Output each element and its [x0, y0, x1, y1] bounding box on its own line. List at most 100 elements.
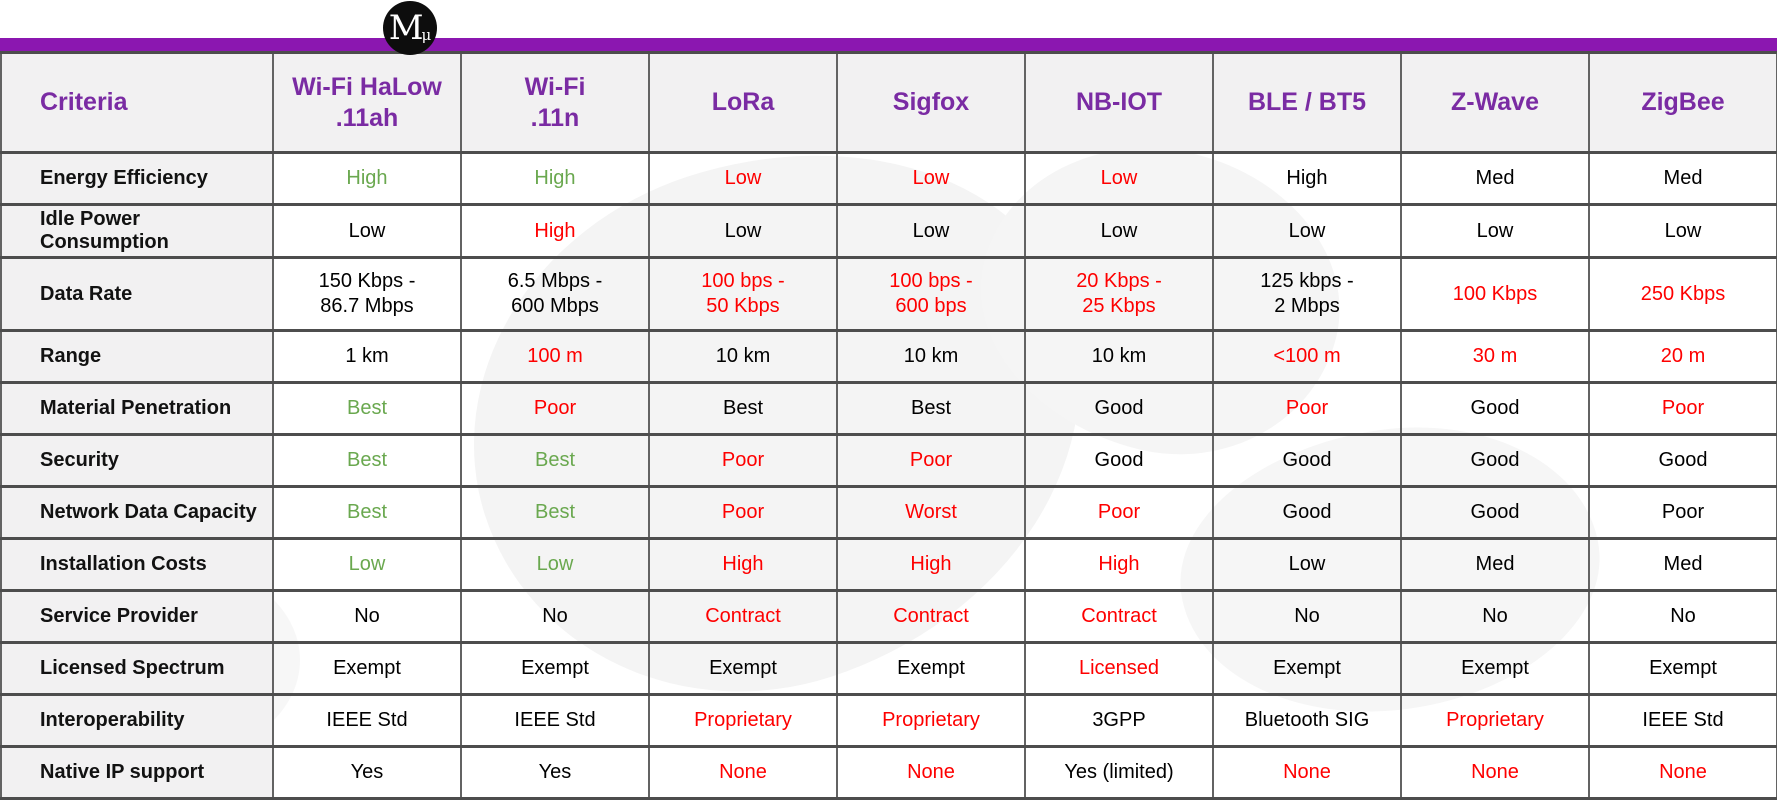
cell: Exempt: [1400, 641, 1590, 696]
cell: High: [648, 537, 838, 592]
cell: Good: [1212, 433, 1402, 488]
cell: Good: [1400, 433, 1590, 488]
cell: 20 m: [1588, 329, 1777, 384]
cell: Contract: [648, 589, 838, 644]
cell: Poor: [460, 381, 650, 436]
cell: High: [460, 151, 650, 206]
header-row: Criteria Wi-Fi HaLow .11ah Wi-Fi .11n LoRa…: [0, 51, 1777, 154]
cell: 20 Kbps - 25 Kbps: [1024, 256, 1214, 332]
cell: Low: [1212, 537, 1402, 592]
cell: Good: [1588, 433, 1777, 488]
cell: Low: [272, 203, 462, 259]
table-row-energy-efficiency: Energy Efficiency High High Low Low Low High Me…: [0, 151, 1777, 206]
cell: IEEE Std: [1588, 693, 1777, 748]
cell: None: [836, 745, 1026, 800]
cell: High: [836, 537, 1026, 592]
cell: No: [1212, 589, 1402, 644]
cell: 30 m: [1400, 329, 1590, 384]
cell: Low: [1400, 203, 1590, 259]
cell: Yes (limited): [1024, 745, 1214, 800]
cell: IEEE Std: [460, 693, 650, 748]
cell: Exempt: [272, 641, 462, 696]
mu-logo-subscript: μ: [421, 25, 432, 44]
cell: Best: [272, 381, 462, 436]
cell: Low: [648, 203, 838, 259]
table-row-service-provider: Service Provider No No Contract Contract Cont…: [0, 589, 1777, 644]
cell: Exempt: [648, 641, 838, 696]
cell: Exempt: [1212, 641, 1402, 696]
table-row-native-ip-support: Native IP support Yes Yes None None Yes (limi…: [0, 745, 1777, 800]
cell: Poor: [836, 433, 1026, 488]
cell: Yes: [460, 745, 650, 800]
column-header-z-wave: Z-Wave: [1400, 51, 1590, 154]
criteria-header: Criteria: [0, 51, 274, 154]
cell: Poor: [648, 485, 838, 540]
cell: Best: [836, 381, 1026, 436]
cell: Good: [1024, 433, 1214, 488]
cell: 125 kbps - 2 Mbps: [1212, 256, 1402, 332]
column-header-lora: LoRa: [648, 51, 838, 154]
cell: Poor: [1024, 485, 1214, 540]
table-row-network-data-capacity: Network Data Capacity Best Best Poor Worst Po…: [0, 485, 1777, 540]
table-row-licensed-spectrum: Licensed Spectrum Exempt Exempt Exempt Exemp…: [0, 641, 1777, 696]
cell: 100 bps - 50 Kbps: [648, 256, 838, 332]
row-label: Idle Power Consumption: [0, 203, 274, 259]
cell: Contract: [1024, 589, 1214, 644]
cell: No: [272, 589, 462, 644]
row-label: Service Provider: [0, 589, 274, 644]
cell: High: [1212, 151, 1402, 206]
cell: 3GPP: [1024, 693, 1214, 748]
cell: No: [460, 589, 650, 644]
table-row-material-penetration: Material Penetration Best Poor Best Best Good…: [0, 381, 1777, 436]
cell: Best: [460, 485, 650, 540]
cell: Proprietary: [648, 693, 838, 748]
cell: None: [1588, 745, 1777, 800]
cell: Best: [272, 433, 462, 488]
cell: Good: [1400, 381, 1590, 436]
column-header-nb-iot: NB-IOT: [1024, 51, 1214, 154]
cell: 10 km: [648, 329, 838, 384]
column-header-sigfox: Sigfox: [836, 51, 1026, 154]
cell: Low: [648, 151, 838, 206]
cell: None: [648, 745, 838, 800]
cell: <100 m: [1212, 329, 1402, 384]
cell: None: [1400, 745, 1590, 800]
cell: Med: [1400, 537, 1590, 592]
column-header-wi-fi-11n: Wi-Fi .11n: [460, 51, 650, 154]
table-row-installation-costs: Installation Costs Low Low High High High Low M…: [0, 537, 1777, 592]
cell: Proprietary: [836, 693, 1026, 748]
cell: 100 m: [460, 329, 650, 384]
row-label: Native IP support: [0, 745, 274, 800]
row-label: Range: [0, 329, 274, 384]
table-row-security: Security Best Best Poor Poor Good Good Good Good: [0, 433, 1777, 488]
cell: High: [272, 151, 462, 206]
cell: Exempt: [1588, 641, 1777, 696]
cell: Contract: [836, 589, 1026, 644]
cell: No: [1588, 589, 1777, 644]
cell: Low: [836, 151, 1026, 206]
cell: None: [1212, 745, 1402, 800]
cell: 100 Kbps: [1400, 256, 1590, 332]
cell: Good: [1024, 381, 1214, 436]
cell: Low: [836, 203, 1026, 259]
table-row-interoperability: Interoperability IEEE Std IEEE Std Propriet…: [0, 693, 1777, 748]
cell: Proprietary: [1400, 693, 1590, 748]
row-label: Material Penetration: [0, 381, 274, 436]
cell: Poor: [1212, 381, 1402, 436]
cell: 250 Kbps: [1588, 256, 1777, 332]
mu-logo: M μ: [383, 1, 437, 55]
cell: Worst: [836, 485, 1026, 540]
row-label: Interoperability: [0, 693, 274, 748]
row-label: Security: [0, 433, 274, 488]
column-header-ble-bt5: BLE / BT5: [1212, 51, 1402, 154]
comparison-table: Criteria Wi-Fi HaLow .11ah Wi-Fi .11n LoRa…: [0, 51, 1777, 800]
purple-accent-bar: [0, 38, 1777, 51]
cell: 10 km: [836, 329, 1026, 384]
row-label: Installation Costs: [0, 537, 274, 592]
row-label: Data Rate: [0, 256, 274, 332]
cell: Low: [1024, 151, 1214, 206]
cell: Good: [1212, 485, 1402, 540]
table-row-data-rate: Data Rate 150 Kbps - 86.7 Mbps 6.5 Mbps - …: [0, 256, 1777, 332]
row-label: Licensed Spectrum: [0, 641, 274, 696]
